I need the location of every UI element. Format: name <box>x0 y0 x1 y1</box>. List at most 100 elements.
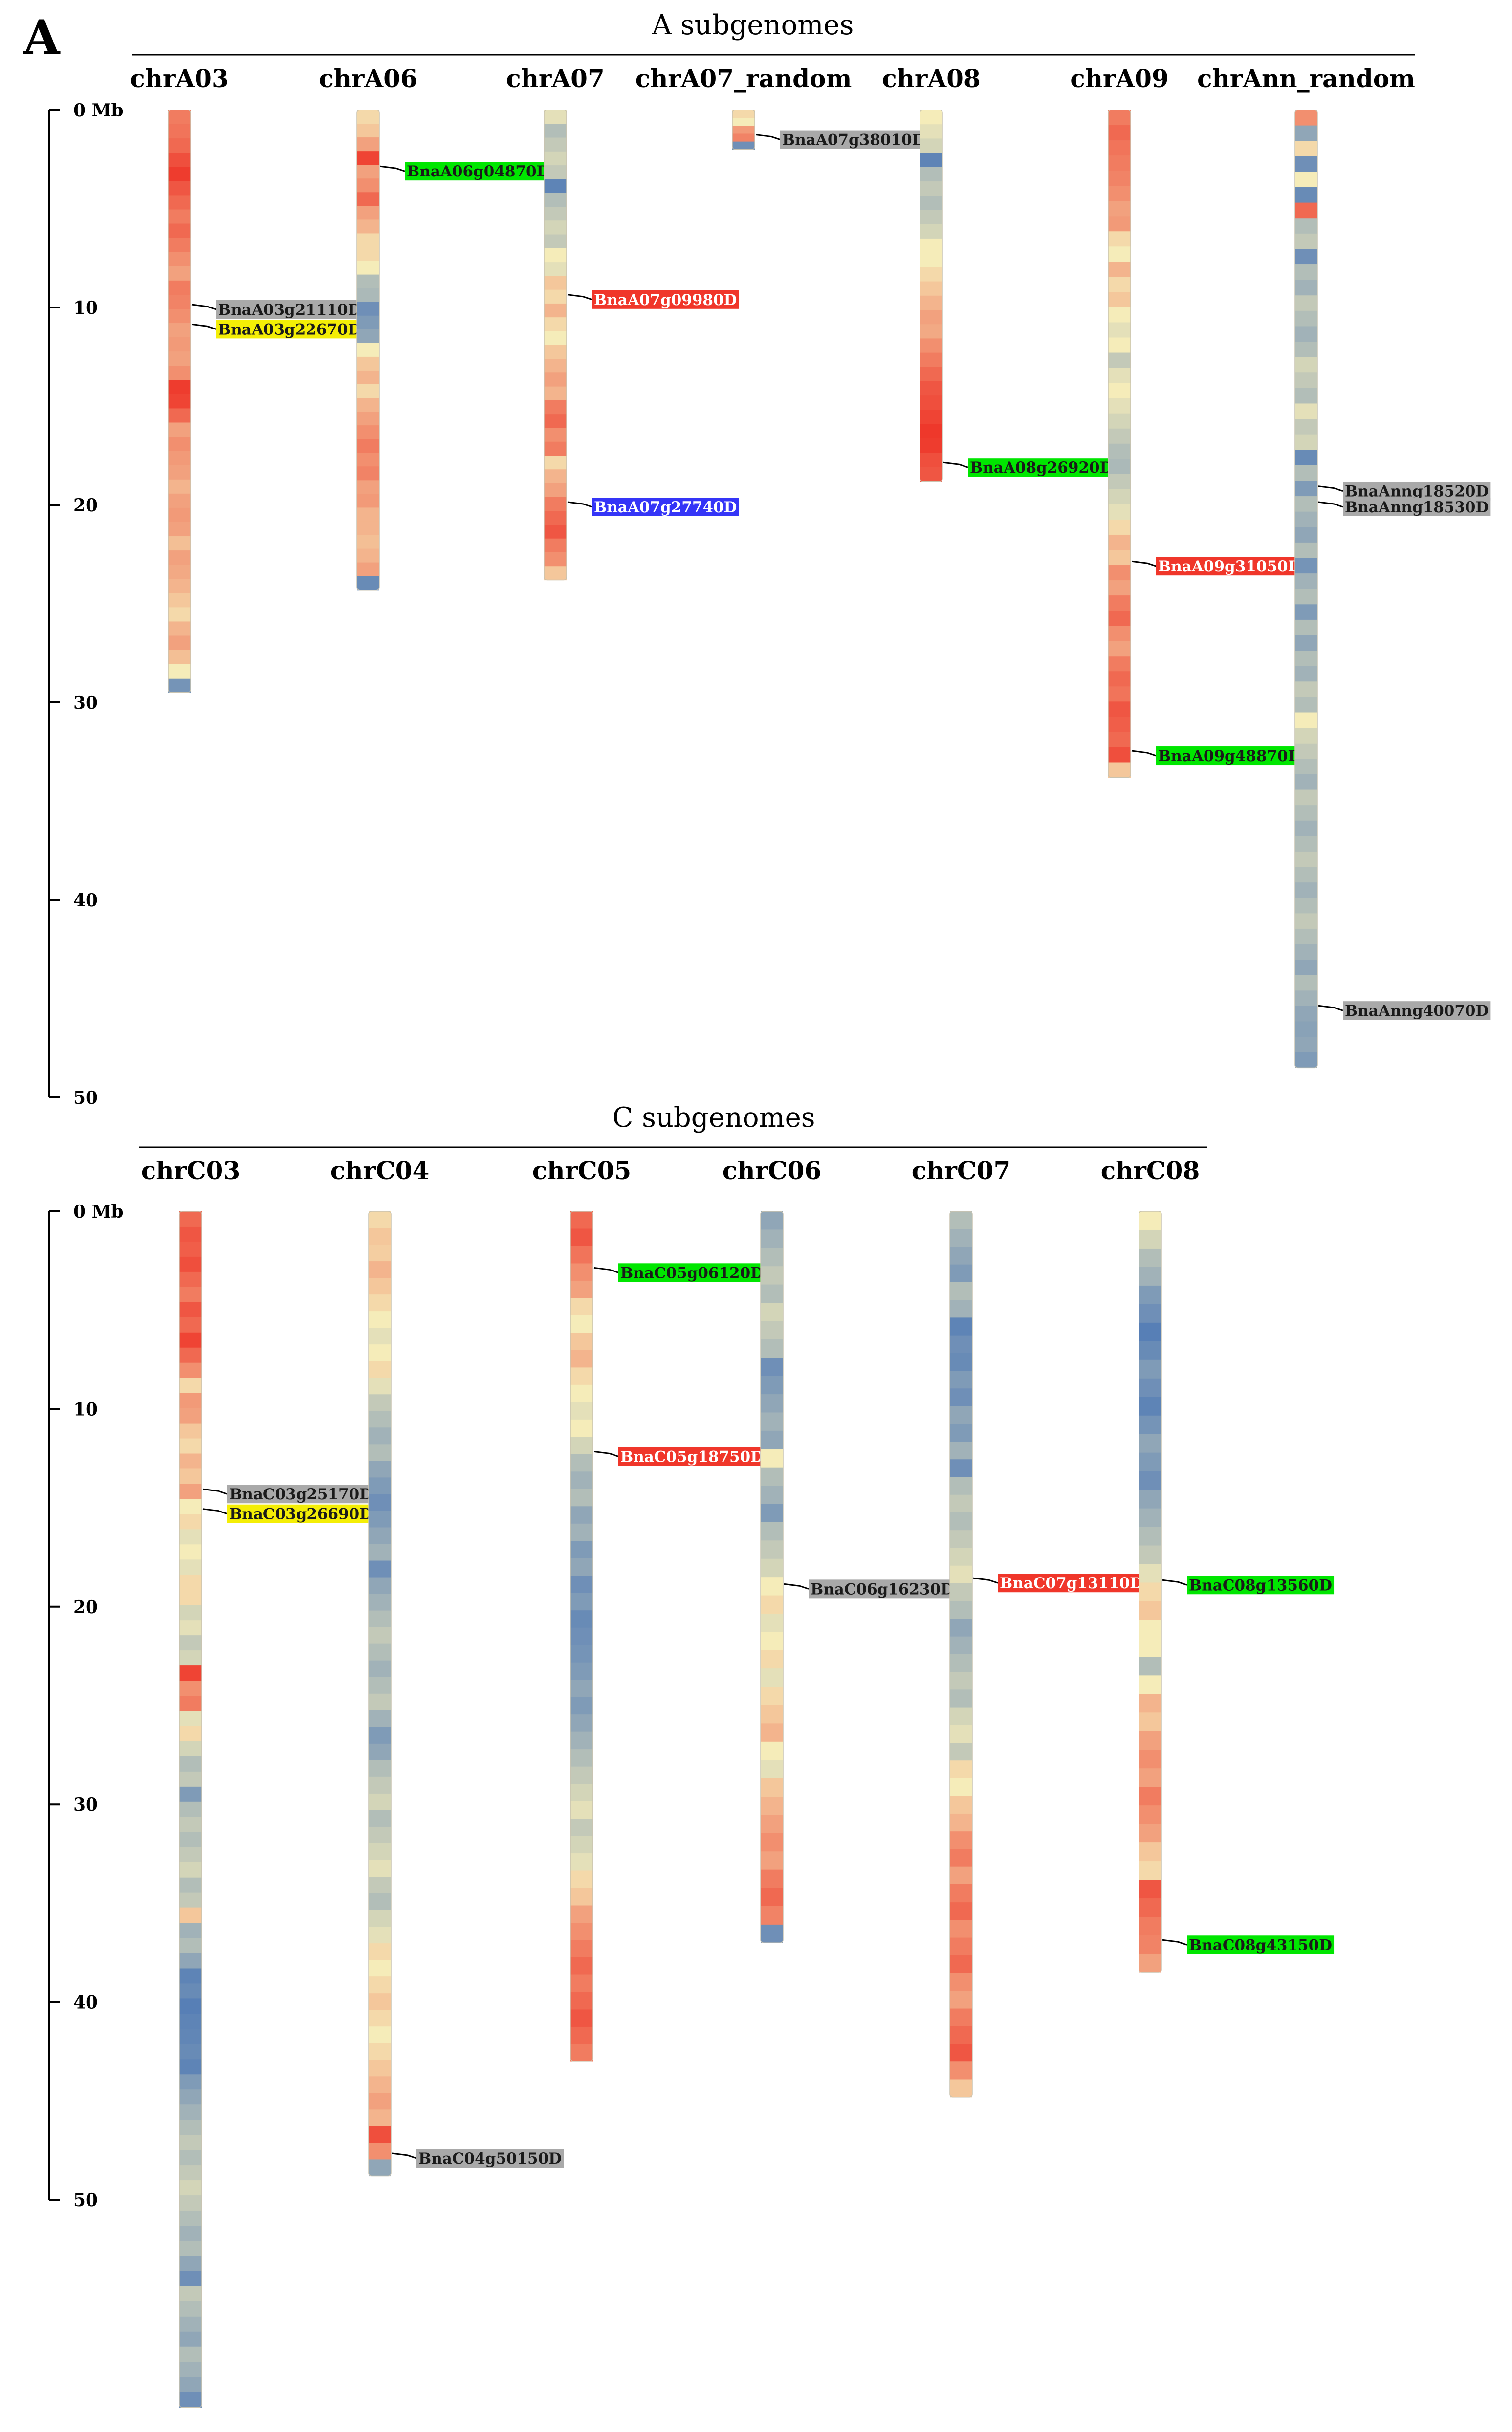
density-bin <box>1295 805 1317 821</box>
density-bin <box>950 1442 972 1460</box>
density-bin <box>1139 1768 1161 1787</box>
density-bin <box>179 1741 202 1757</box>
axis-tick-label: 30 <box>73 1795 98 1815</box>
density-bin <box>1295 481 1317 497</box>
gene-leader-line <box>784 1583 809 1590</box>
density-bin <box>1108 732 1131 748</box>
density-bin <box>761 1650 783 1669</box>
density-bin <box>168 138 191 153</box>
density-bin <box>544 428 567 442</box>
density-bin <box>1139 1471 1161 1490</box>
density-bin <box>570 1905 593 1923</box>
density-bin <box>179 1317 202 1333</box>
chromosome-name: chrC04 <box>330 1156 430 1185</box>
density-bin <box>179 1514 202 1530</box>
density-bin <box>950 1371 972 1389</box>
density-bin <box>1295 249 1317 265</box>
density-bin <box>570 2009 593 2027</box>
density-bin <box>357 178 379 193</box>
gene-leader-line <box>380 165 405 172</box>
density-bin <box>920 352 942 368</box>
density-bin <box>1139 1750 1161 1769</box>
chromosome-outline <box>1139 1211 1162 1973</box>
density-bin <box>1108 504 1131 520</box>
density-bin <box>1295 913 1317 929</box>
density-bin <box>570 1437 593 1455</box>
density-bin <box>544 124 567 138</box>
density-bin <box>1108 443 1131 460</box>
density-bin <box>570 1506 593 1524</box>
density-bin <box>369 1793 391 1811</box>
section-title: C subgenomes <box>612 1102 815 1134</box>
density-bin <box>570 1680 593 1698</box>
density-bin <box>950 1813 972 1832</box>
density-bin <box>369 1477 391 1495</box>
density-bin <box>544 234 567 249</box>
gene-label: BnaC05g18750D <box>620 1448 764 1466</box>
density-bin <box>950 1849 972 1867</box>
density-bin <box>950 1991 972 2009</box>
density-bin <box>357 124 379 138</box>
gene-label-background <box>416 2149 564 2168</box>
density-bin <box>179 1393 202 1409</box>
gene-label-background <box>1187 1576 1335 1595</box>
density-bin <box>168 507 191 523</box>
density-bin <box>950 1264 972 1283</box>
density-bin <box>1139 1211 1161 1230</box>
density-bin <box>168 110 191 125</box>
gene-marker: BnaC03g25170D <box>202 1485 375 1504</box>
density-bin <box>920 381 942 396</box>
density-bin <box>1108 626 1131 641</box>
density-bin <box>179 1983 202 1999</box>
density-bin <box>1108 186 1131 201</box>
gene-label: BnaAnng18520D <box>1345 483 1489 501</box>
density-bin <box>544 193 567 207</box>
density-bin <box>761 1815 783 1834</box>
density-bin <box>357 466 379 481</box>
density-bin <box>1108 246 1131 262</box>
density-bin <box>369 1328 391 1345</box>
gene-marker: BnaC08g43150D <box>1162 1935 1335 1954</box>
gene-marker: BnaC05g06120D <box>593 1263 766 1282</box>
density-bin <box>570 1836 593 1854</box>
density-bin <box>761 1540 783 1559</box>
density-bin <box>1139 1285 1161 1305</box>
density-bin <box>179 2392 202 2408</box>
density-bin <box>369 1927 391 1944</box>
chromosome-name: chrA07 <box>506 64 605 93</box>
density-bin <box>369 1211 391 1228</box>
density-bin <box>1108 110 1131 126</box>
density-bin <box>761 1632 783 1651</box>
density-bin <box>761 1558 783 1578</box>
density-bin <box>357 247 379 262</box>
density-bin <box>168 238 191 253</box>
gene-label: BnaA07g09980D <box>594 291 737 309</box>
density-bin <box>950 1211 972 1229</box>
density-bin <box>179 1423 202 1439</box>
density-bin <box>761 1668 783 1687</box>
gene-leader-line <box>1318 1005 1343 1011</box>
c-subgenomes-section: C subgenomes 0 Mb 10 20 30 40 50 chrC03 BnaC03g2… <box>48 1102 1335 2408</box>
density-bin <box>179 1438 202 1454</box>
density-bin <box>1108 565 1131 581</box>
density-bin <box>920 410 942 425</box>
density-bin <box>357 315 379 330</box>
density-bin <box>168 664 191 679</box>
density-bin <box>544 165 567 179</box>
density-bin <box>920 453 942 467</box>
density-bin <box>179 2195 202 2211</box>
density-bin <box>920 281 942 296</box>
gene-label-background <box>618 1447 766 1466</box>
density-bin <box>168 337 191 352</box>
density-bin <box>168 650 191 665</box>
density-bin <box>544 331 567 346</box>
density-bin <box>179 2271 202 2287</box>
density-bin <box>1108 216 1131 232</box>
gene-label-background <box>1187 1935 1335 1954</box>
density-bin <box>1295 434 1317 450</box>
axis-tick-label: 0 Mb <box>73 1202 124 1222</box>
density-bin <box>1139 1359 1161 1379</box>
density-bin <box>357 356 379 371</box>
density-bin <box>920 224 942 239</box>
chromosome-name: chrC03 <box>141 1156 241 1185</box>
